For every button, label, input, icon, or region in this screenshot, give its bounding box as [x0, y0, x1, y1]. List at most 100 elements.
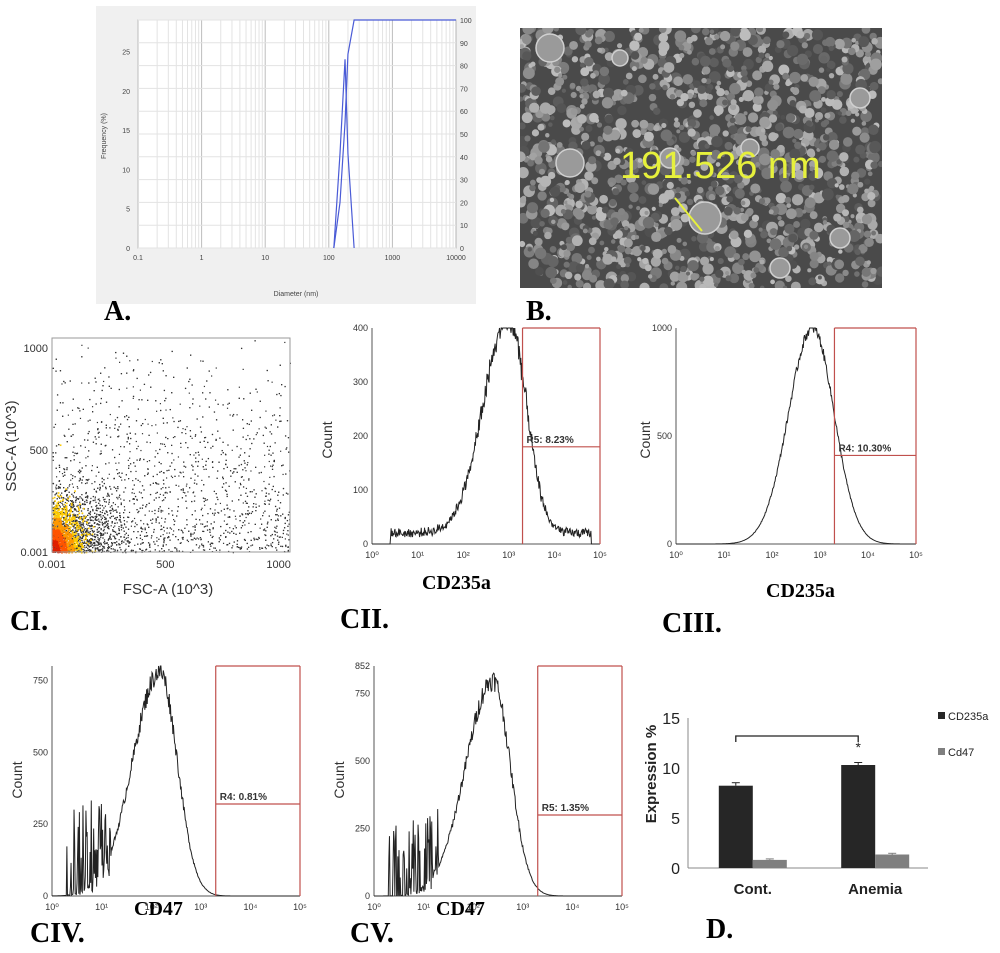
scatter-point — [217, 403, 219, 405]
sem-grain — [680, 177, 688, 185]
sem-grain — [853, 156, 860, 163]
scatter-point — [232, 429, 234, 431]
sem-grain — [575, 263, 585, 273]
scatter-point — [144, 418, 146, 421]
sem-grain — [603, 30, 615, 43]
scatter-point — [148, 460, 151, 462]
scatter-point — [207, 457, 210, 460]
sem-grain — [809, 230, 819, 240]
scatter-point — [96, 504, 98, 507]
scatter-point — [76, 510, 78, 513]
y-tick-label: 5 — [126, 207, 130, 214]
scatter-point — [119, 544, 121, 546]
sem-grain — [856, 218, 862, 223]
scatter-point — [72, 520, 75, 522]
scatter-point — [100, 516, 102, 518]
sem-grain — [792, 87, 800, 95]
scatter-point — [96, 548, 98, 550]
scatter-point — [98, 549, 100, 551]
scatter-point — [160, 525, 162, 527]
scatter-point — [59, 487, 61, 489]
scatter-point — [171, 510, 173, 512]
sem-grain — [550, 139, 557, 145]
scatter-point — [55, 493, 57, 495]
scatter-point — [94, 377, 96, 379]
scatter-point — [108, 385, 110, 387]
scatter-point — [138, 399, 140, 401]
sem-grain — [740, 213, 749, 222]
scatter-point — [163, 550, 165, 552]
y2-tick-label: 70 — [460, 86, 468, 93]
sem-grain — [535, 266, 544, 276]
sem-grain — [780, 180, 792, 193]
scatter-point — [105, 526, 107, 528]
scatter-point — [212, 528, 214, 530]
sem-grain — [575, 279, 584, 288]
scatter-point — [255, 434, 257, 436]
sem-grain — [595, 150, 602, 157]
sem-grain — [782, 126, 795, 139]
sem-grain — [785, 80, 791, 87]
y2-tick-label: 80 — [460, 64, 468, 71]
sem-grain — [724, 246, 737, 259]
sem-grain — [710, 180, 718, 188]
sem-grain — [739, 29, 751, 41]
sem-grain — [623, 238, 633, 248]
scatter-point — [82, 536, 84, 538]
scatter-point — [77, 516, 79, 519]
sem-grain — [556, 103, 567, 113]
scatter-point — [194, 434, 197, 436]
scatter-point — [229, 516, 231, 518]
scatter-point — [97, 498, 99, 501]
scatter-point — [116, 544, 118, 546]
sem-grain — [530, 217, 542, 229]
scatter-point — [129, 451, 131, 453]
sem-grain — [610, 256, 617, 262]
scatter-point — [132, 386, 134, 388]
scatter-point — [65, 538, 67, 540]
scatter-point — [105, 463, 107, 465]
chart-A: 0.1 1 10 100 1000 100000510152025010203040506… — [96, 6, 476, 304]
sem-grain — [750, 272, 757, 279]
scatter-point — [250, 470, 252, 472]
scatter-point — [244, 524, 246, 526]
scatter-point — [111, 507, 114, 510]
scatter-point — [112, 530, 114, 532]
scatter-point — [116, 522, 118, 524]
scatter-point — [72, 423, 74, 425]
scatter-point — [227, 516, 229, 518]
scatter-point — [255, 493, 257, 495]
scatter-point — [88, 532, 90, 534]
scatter-point — [135, 478, 137, 480]
sem-grain — [631, 119, 640, 128]
scatter-point — [120, 502, 122, 504]
sem-grain — [589, 141, 595, 147]
scatter-point — [91, 527, 93, 530]
scatter-point — [185, 485, 188, 487]
scatter-point — [97, 428, 99, 431]
scatter-point — [105, 427, 107, 429]
scatter-point — [128, 443, 131, 445]
scatter-point — [245, 438, 247, 441]
scatter-point — [264, 426, 266, 428]
scatter-point — [70, 460, 72, 462]
scatter-point — [200, 509, 202, 511]
scatter-point — [260, 523, 263, 525]
sem-grain — [617, 105, 627, 116]
sem-grain — [641, 180, 647, 185]
sem-grain — [560, 67, 568, 74]
sem-grain — [842, 221, 850, 229]
scatter-point — [62, 500, 64, 502]
scatter-point — [209, 543, 211, 546]
scatter-point — [133, 369, 135, 371]
scatter-point — [98, 498, 100, 500]
scatter-point — [215, 549, 218, 551]
scatter-point — [212, 512, 214, 515]
scatter-point — [92, 510, 94, 512]
sem-grain — [527, 159, 534, 167]
scatter-point — [160, 535, 162, 537]
sem-grain — [567, 199, 573, 205]
scatter-point — [165, 477, 168, 479]
sem-grain — [620, 280, 629, 288]
scatter-point — [66, 489, 68, 491]
